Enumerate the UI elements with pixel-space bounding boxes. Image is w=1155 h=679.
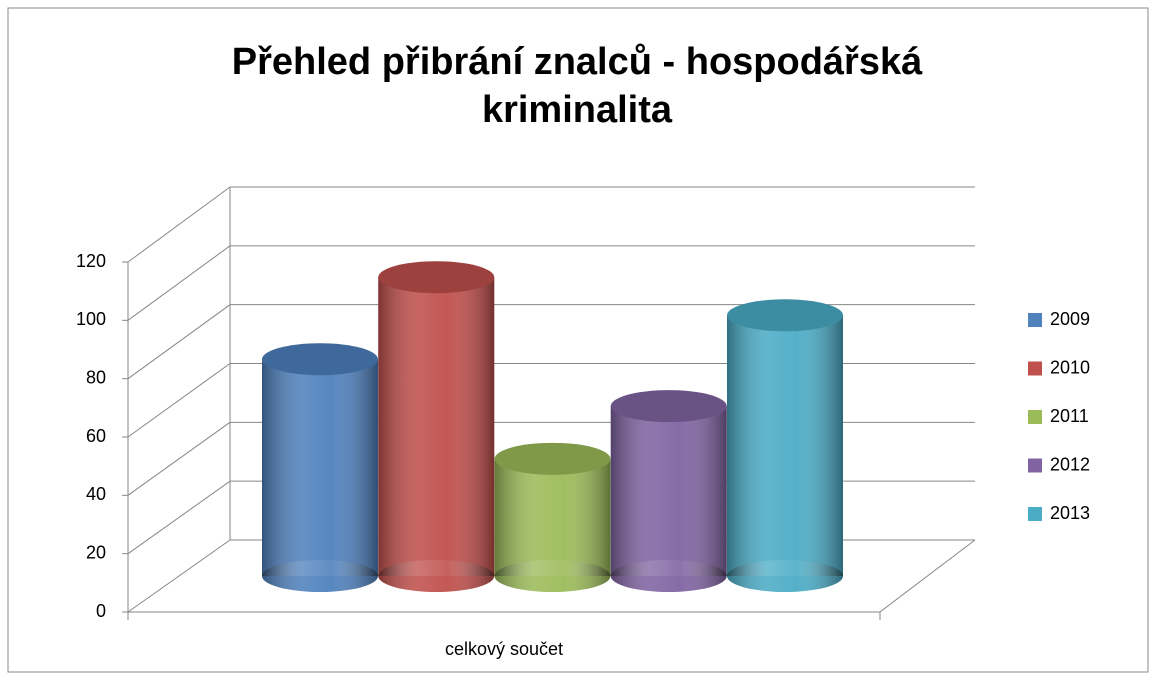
bar-top — [262, 343, 378, 376]
floor-edge — [879, 539, 976, 613]
bar-top-shade — [262, 343, 378, 376]
grid-line — [127, 186, 231, 263]
legend-label: 2012 — [1050, 454, 1090, 474]
bar-top — [727, 299, 843, 332]
grid-line — [127, 539, 231, 613]
grid-line — [127, 363, 231, 438]
legend-label: 2009 — [1050, 309, 1090, 329]
chart-title: Přehled přibrání znalců - hospodářská kr… — [231, 41, 923, 131]
y-tick-label: 80 — [86, 367, 106, 387]
legend-label: 2011 — [1050, 406, 1089, 426]
y-tick-label: 40 — [86, 484, 106, 504]
y-tick-label: 120 — [76, 251, 106, 271]
bar-top-shade — [494, 442, 611, 475]
grid-line — [127, 304, 231, 380]
y-tick-label: 100 — [76, 309, 106, 329]
bar-shade — [610, 406, 727, 576]
grid-line — [127, 245, 231, 321]
y-tick-label: 20 — [86, 542, 106, 562]
bar-shade — [727, 315, 843, 576]
y-tick-label: 0 — [96, 601, 106, 621]
bar-top — [494, 442, 611, 475]
x-tick-label: celkový součet — [445, 639, 563, 659]
bar-top — [378, 261, 495, 294]
legend-swatch — [1028, 507, 1042, 521]
legend-swatch — [1028, 313, 1042, 327]
legend-swatch — [1028, 410, 1042, 424]
legend-swatch — [1028, 458, 1042, 473]
bar-top-shade — [610, 390, 727, 423]
bar-top-shade — [378, 261, 495, 294]
grid-line — [127, 421, 231, 496]
bar-top-shade — [727, 299, 843, 332]
bar-shade — [262, 359, 378, 576]
bar-shade — [494, 458, 611, 576]
bar-shade — [378, 277, 495, 576]
grid-line — [127, 480, 231, 555]
bar-top — [610, 390, 727, 423]
legend-label: 2010 — [1050, 357, 1090, 377]
legend-swatch — [1028, 361, 1042, 376]
y-tick-label: 60 — [86, 426, 106, 446]
legend-label: 2013 — [1050, 503, 1090, 523]
